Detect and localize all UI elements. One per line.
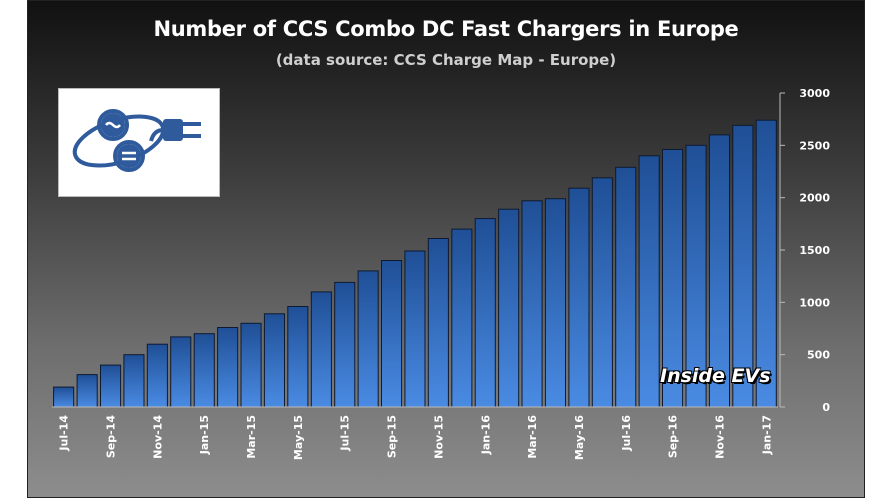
bar-May-15 — [287, 306, 309, 408]
x-tick-label: Nov-14 — [151, 415, 164, 459]
bar-Oct-14 — [123, 354, 145, 408]
x-tick-label: Jan-15 — [198, 415, 211, 455]
x-tick-label: Mar-16 — [526, 415, 539, 459]
bar-Jan-15 — [193, 333, 215, 408]
x-tick-label: Mar-15 — [245, 415, 258, 459]
x-tick-label: Jul-16 — [620, 415, 633, 452]
bar-Jun-16 — [591, 177, 613, 408]
bar-May-16 — [568, 187, 590, 408]
y-tick-label: 0 — [822, 401, 830, 414]
axis-layer: 0 500 1000 1500 2000 2500 3000 Jul-14 Sep-14 Nov-… — [52, 87, 830, 460]
x-tick-label: Nov-16 — [714, 415, 727, 459]
y-tick-label: 1000 — [799, 296, 830, 309]
bar-Dec-15 — [451, 228, 473, 408]
x-tick-label: Sep-15 — [386, 415, 399, 458]
bar-Mar-16 — [521, 200, 543, 408]
y-tick-label: 1500 — [799, 244, 830, 257]
bar-Aug-14 — [76, 374, 98, 408]
x-tick-label: May-15 — [292, 415, 305, 460]
bar-Aug-16 — [638, 155, 660, 408]
x-tick-label: May-16 — [573, 415, 586, 460]
x-tick-label: Jan-16 — [479, 415, 492, 456]
x-tick-label: Jul-15 — [339, 415, 352, 452]
x-tick-label: Sep-16 — [667, 415, 680, 458]
logo-box — [58, 88, 220, 197]
bar-Jun-15 — [310, 291, 332, 408]
bar-Dec-14 — [170, 336, 192, 408]
chart-title: Number of CCS Combo DC Fast Chargers in … — [153, 17, 739, 41]
bar-Apr-15 — [263, 313, 285, 408]
ccs-plug-logo-icon — [72, 109, 201, 172]
inside-evs-watermark: Inside EVs — [660, 365, 771, 387]
bar-Jul-16 — [615, 166, 637, 408]
bar-Aug-15 — [357, 270, 379, 408]
bar-Jul-14 — [53, 386, 75, 408]
bar-Feb-15 — [217, 327, 239, 408]
bar-Sep-14 — [100, 364, 122, 408]
y-tick-label: 2000 — [799, 192, 830, 205]
plot-area: 0 500 1000 1500 2000 2500 3000 Jul-14 Sep-14 Nov-… — [52, 87, 830, 460]
x-tick-label: Nov-15 — [432, 415, 445, 459]
x-tick-label: Jan-17 — [760, 415, 773, 455]
chart-frame: Number of CCS Combo DC Fast Chargers in … — [27, 0, 865, 498]
bar-Apr-16 — [544, 198, 567, 408]
bar-Mar-15 — [240, 322, 262, 408]
y-tick-label: 3000 — [799, 87, 830, 100]
bar-Jan-17 — [755, 119, 777, 408]
y-tick-label: 2500 — [799, 139, 830, 152]
bar-Feb-16 — [498, 208, 520, 408]
bars-layer — [53, 119, 777, 408]
x-tick-label: Sep-14 — [105, 415, 118, 458]
bar-Jan-16 — [474, 218, 496, 408]
bar-Oct-15 — [404, 250, 426, 408]
bar-Sep-15 — [381, 260, 403, 408]
bar-Nov-14 — [146, 343, 168, 408]
chart-subtitle: (data source: CCS Charge Map - Europe) — [275, 51, 617, 69]
bar-Jul-15 — [334, 281, 356, 408]
y-tick-label: 500 — [807, 349, 830, 362]
x-tick-label: Jul-14 — [58, 415, 71, 452]
bar-Nov-15 — [427, 238, 449, 408]
